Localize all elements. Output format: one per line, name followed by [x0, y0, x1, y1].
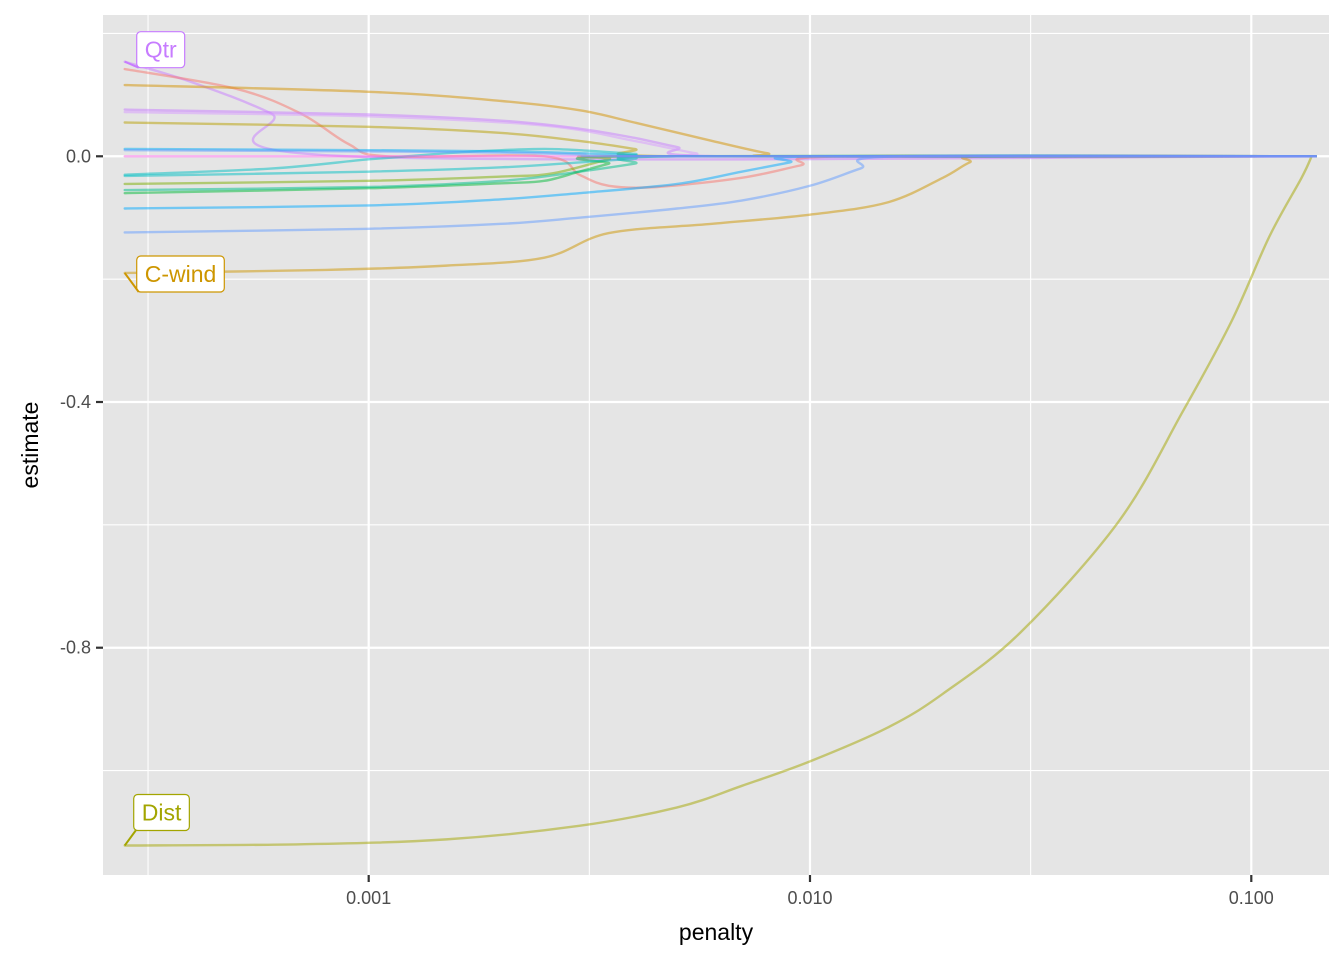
x-tick-label: 0.001	[346, 888, 391, 908]
series-line-dist	[123, 155, 1313, 847]
x-axis: 0.001 0.010 0.100	[346, 875, 1274, 908]
y-axis: 0.0 -0.4 -0.8	[60, 146, 103, 658]
y-axis-title: estimate	[17, 402, 43, 489]
label-leader-line	[123, 829, 137, 847]
x-tick-label: 0.010	[787, 888, 832, 908]
label-box	[133, 793, 190, 832]
label-box	[136, 255, 225, 293]
series-line-17	[123, 148, 1317, 158]
series-label-qtr: Qtr	[124, 31, 186, 69]
series-labels: Qtr C-wind Dist	[123, 31, 225, 847]
label-leader-line	[123, 272, 140, 293]
series-label-text: C-wind	[145, 261, 217, 287]
x-tick-label: 0.100	[1229, 888, 1274, 908]
label-box	[136, 31, 186, 69]
series-label-dist: Dist	[123, 793, 190, 847]
label-leader-line	[124, 60, 140, 69]
y-tick-label: 0.0	[66, 146, 91, 166]
x-axis-title: penalty	[679, 919, 754, 945]
series-label-c-wind: C-wind	[123, 255, 225, 293]
y-tick-label: -0.8	[60, 638, 91, 658]
y-tick-label: -0.4	[60, 392, 91, 412]
series-label-text: Dist	[142, 800, 182, 826]
series-lines	[123, 60, 1317, 847]
series-label-text: Qtr	[145, 37, 177, 63]
plot-panel	[103, 15, 1329, 875]
